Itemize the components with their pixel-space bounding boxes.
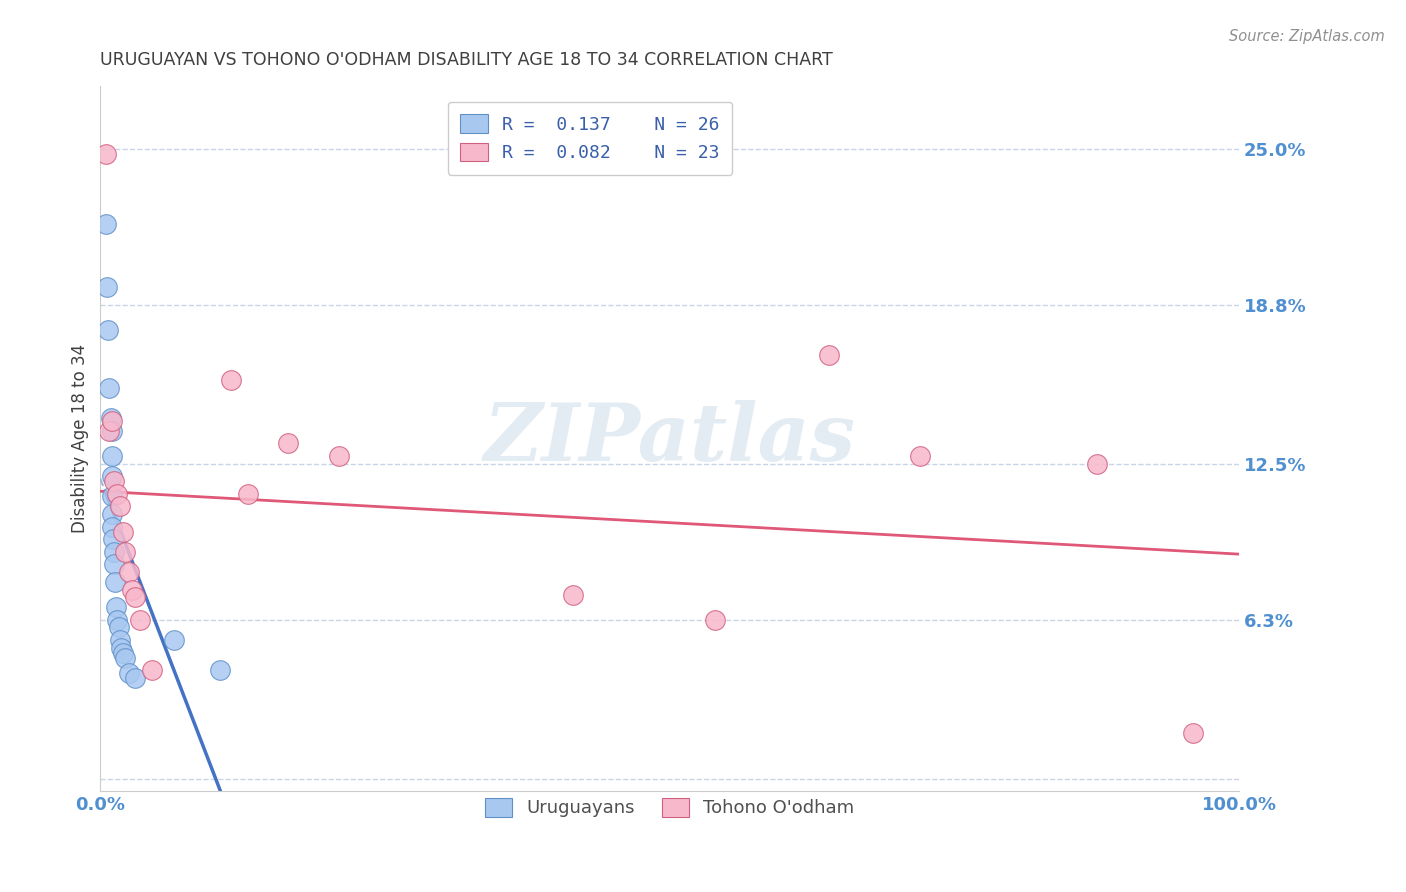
Point bbox=[100, 507, 122, 521]
Text: URUGUAYAN VS TOHONO O'ODHAM DISABILITY AGE 18 TO 34 CORRELATION CHART: URUGUAYAN VS TOHONO O'ODHAM DISABILITY A… bbox=[100, 51, 834, 69]
Point bbox=[129, 613, 152, 627]
Point bbox=[100, 489, 122, 503]
Point bbox=[100, 424, 122, 438]
Point bbox=[103, 558, 125, 572]
Text: Source: ZipAtlas.com: Source: ZipAtlas.com bbox=[1229, 29, 1385, 44]
Point bbox=[98, 381, 121, 395]
Point bbox=[908, 449, 931, 463]
Point bbox=[114, 650, 136, 665]
Point bbox=[141, 663, 163, 677]
Point bbox=[163, 633, 186, 648]
Point bbox=[104, 575, 127, 590]
Point bbox=[238, 487, 260, 501]
Text: ZIPatlas: ZIPatlas bbox=[484, 400, 856, 477]
Point bbox=[704, 613, 727, 627]
Point bbox=[277, 436, 299, 450]
Point bbox=[124, 671, 146, 685]
Point bbox=[110, 640, 132, 655]
Point bbox=[208, 663, 231, 677]
Point bbox=[112, 646, 135, 660]
Point bbox=[96, 280, 118, 294]
Y-axis label: Disability Age 18 to 34: Disability Age 18 to 34 bbox=[72, 343, 89, 533]
Point bbox=[118, 665, 141, 680]
Point bbox=[103, 545, 125, 559]
Point bbox=[118, 565, 141, 579]
Point bbox=[1182, 726, 1205, 740]
Point bbox=[114, 545, 136, 559]
Point bbox=[94, 146, 117, 161]
Point bbox=[107, 487, 129, 501]
Point bbox=[124, 591, 146, 605]
Point bbox=[112, 524, 135, 539]
Point bbox=[100, 414, 122, 428]
Point bbox=[100, 411, 122, 425]
Point bbox=[101, 533, 124, 547]
Point bbox=[328, 449, 350, 463]
Point bbox=[103, 475, 125, 489]
Point bbox=[100, 519, 122, 533]
Point bbox=[121, 582, 143, 597]
Point bbox=[100, 469, 122, 483]
Point bbox=[100, 449, 122, 463]
Point bbox=[94, 217, 117, 231]
Point bbox=[107, 613, 129, 627]
Point bbox=[108, 633, 131, 648]
Point bbox=[221, 373, 243, 387]
Point bbox=[105, 600, 128, 615]
Point bbox=[98, 424, 121, 438]
Point bbox=[108, 500, 131, 514]
Point bbox=[107, 620, 129, 634]
Point bbox=[818, 348, 841, 362]
Point bbox=[97, 323, 120, 337]
Legend: Uruguayans, Tohono O'odham: Uruguayans, Tohono O'odham bbox=[478, 791, 862, 824]
Point bbox=[561, 588, 583, 602]
Point bbox=[1085, 457, 1108, 471]
